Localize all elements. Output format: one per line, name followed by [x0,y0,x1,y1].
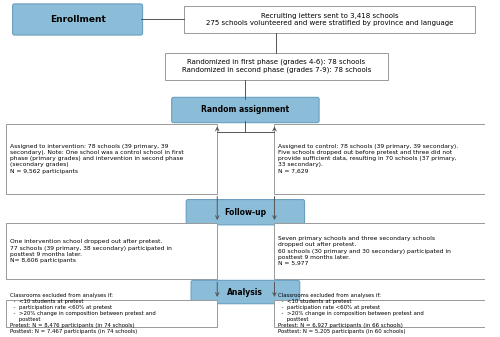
FancyBboxPatch shape [6,124,218,194]
Text: Random assignment: Random assignment [202,105,290,115]
FancyBboxPatch shape [186,200,304,225]
Text: Enrollment: Enrollment [50,15,106,24]
FancyBboxPatch shape [191,280,300,304]
Text: One intervention school dropped out after pretest.
77 schools (39 primary, 38 se: One intervention school dropped out afte… [10,239,172,263]
FancyBboxPatch shape [274,124,486,194]
Text: Follow-up: Follow-up [224,208,266,217]
FancyBboxPatch shape [165,53,388,80]
Text: Assigned to intervention: 78 schools (39 primary, 39
secondary). Note: One schoo: Assigned to intervention: 78 schools (39… [10,144,184,174]
FancyBboxPatch shape [274,300,486,327]
FancyBboxPatch shape [172,97,319,123]
Text: Seven primary schools and three secondary schools
dropped out after pretest.
60 : Seven primary schools and three secondar… [278,236,451,266]
FancyBboxPatch shape [6,300,218,327]
Text: Assigned to control: 78 schools (39 primary, 39 secondary).
Five schools dropped: Assigned to control: 78 schools (39 prim… [278,144,458,174]
Text: Classrooms excluded from analyses if:
  -  <10 students at pretest
  -  particip: Classrooms excluded from analyses if: - … [10,293,156,334]
FancyBboxPatch shape [12,4,142,35]
FancyBboxPatch shape [274,223,486,279]
Text: Classrooms excluded from analyses if:
  -  <10 students at pretest
  -  particip: Classrooms excluded from analyses if: - … [278,293,424,334]
Text: Recruiting letters sent to 3,418 schools
275 schools volunteered and were strati: Recruiting letters sent to 3,418 schools… [206,13,454,26]
FancyBboxPatch shape [6,223,218,279]
Text: Randomized in first phase (grades 4-6): 78 schools
Randomized in second phase (g: Randomized in first phase (grades 4-6): … [182,59,371,73]
Text: Analysis: Analysis [228,287,264,297]
FancyBboxPatch shape [184,6,476,33]
